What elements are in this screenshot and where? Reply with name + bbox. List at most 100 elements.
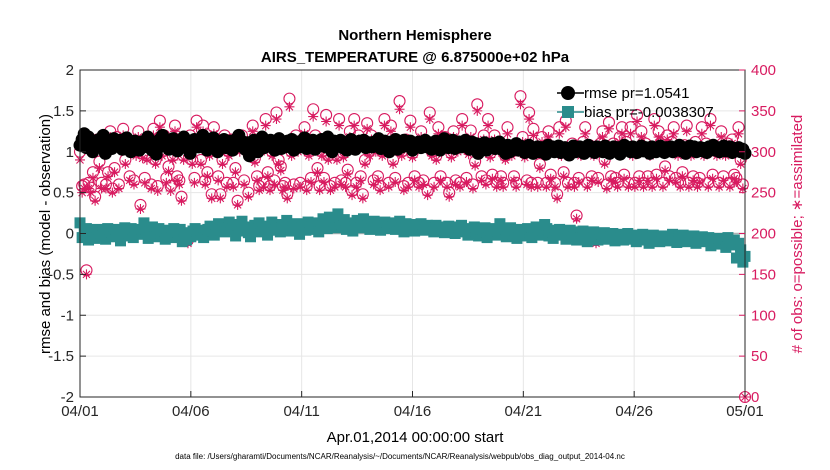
assimilated-obs-point bbox=[634, 175, 645, 186]
assimilated-obs-point bbox=[662, 134, 673, 145]
assimilated-obs-point bbox=[472, 105, 483, 116]
assimilated-obs-point bbox=[616, 128, 627, 139]
chart-subtitle: AIRS_TEMPERATURE @ 6.875000e+02 hPa bbox=[261, 49, 570, 66]
bias-point bbox=[317, 213, 329, 225]
bias-point bbox=[114, 235, 126, 247]
chart-title: Northern Hemisphere bbox=[338, 27, 491, 44]
assimilated-obs-point bbox=[375, 185, 386, 196]
assimilated-obs-point bbox=[318, 176, 329, 187]
y-tick-label-left: 2 bbox=[66, 62, 74, 79]
bias-point bbox=[526, 232, 538, 244]
assimilated-obs-point bbox=[271, 114, 282, 125]
y-tick-label-left: -2 bbox=[61, 389, 74, 406]
assimilated-obs-point bbox=[206, 193, 217, 204]
assimilated-obs-point bbox=[632, 116, 643, 127]
assimilated-obs-point bbox=[573, 176, 584, 187]
x-tick-label: 04/11 bbox=[283, 403, 319, 420]
assimilated-obs-point bbox=[275, 165, 286, 176]
assimilated-obs-point bbox=[653, 132, 664, 143]
assimilated-obs-point bbox=[383, 181, 394, 192]
bias-point bbox=[332, 208, 344, 220]
assimilated-obs-point bbox=[172, 175, 183, 186]
bias-point bbox=[240, 221, 252, 233]
assimilated-obs-point bbox=[586, 175, 597, 186]
assimilated-obs-point bbox=[331, 154, 342, 165]
assimilated-obs-point bbox=[372, 175, 383, 186]
assimilated-obs-point bbox=[455, 181, 465, 192]
assimilated-obs-point bbox=[433, 128, 444, 139]
x-tick-label: 04/01 bbox=[61, 403, 99, 420]
assimilated-obs-point bbox=[195, 159, 206, 170]
legend-bias-label: bias pr=-0.0038307 bbox=[584, 104, 714, 121]
assimilated-obs-point bbox=[696, 128, 707, 139]
assimilated-obs-point bbox=[368, 179, 379, 190]
assimilated-obs-point bbox=[217, 159, 228, 170]
assimilated-obs-point bbox=[424, 114, 435, 125]
assimilated-obs-point bbox=[638, 181, 649, 192]
y-tick-label-right: 300 bbox=[751, 144, 776, 161]
bias-point bbox=[281, 214, 293, 226]
y-tick-label-right: 250 bbox=[751, 185, 776, 202]
assimilated-obs-point bbox=[232, 199, 243, 210]
assimilated-obs-point bbox=[377, 150, 388, 161]
assimilated-obs-point bbox=[87, 172, 98, 183]
y-tick-label-left: 1.5 bbox=[53, 103, 74, 120]
assimilated-obs-point bbox=[599, 159, 610, 170]
assimilated-obs-point bbox=[461, 176, 472, 187]
bias-point bbox=[159, 233, 171, 245]
assimilated-obs-point bbox=[467, 183, 478, 194]
assimilated-obs-point bbox=[90, 195, 101, 206]
assimilated-obs-point bbox=[483, 120, 494, 131]
assimilated-obs-point bbox=[651, 173, 662, 184]
assimilated-obs-point bbox=[247, 126, 258, 137]
bias-point bbox=[142, 232, 154, 244]
assimilated-obs-point bbox=[260, 120, 271, 131]
assimilated-obs-point bbox=[223, 150, 234, 161]
assimilated-obs-point bbox=[340, 181, 351, 192]
x-axis-label: Apr.01,2014 00:00:00 start bbox=[327, 429, 505, 446]
bias-point bbox=[347, 225, 359, 237]
assimilated-obs-point bbox=[165, 185, 176, 196]
bias-point bbox=[185, 231, 197, 243]
legend-bias-marker bbox=[562, 106, 574, 118]
assimilated-obs-point bbox=[446, 152, 457, 163]
assimilated-obs-point bbox=[131, 150, 142, 161]
assimilated-obs-point bbox=[409, 175, 420, 186]
y-tick-label-left: 1 bbox=[66, 144, 74, 161]
assimilated-obs-point bbox=[562, 181, 573, 192]
assimilated-obs-point bbox=[394, 104, 405, 115]
assimilated-obs-point bbox=[664, 175, 675, 186]
assimilated-obs-point bbox=[703, 181, 714, 192]
assimilated-obs-point bbox=[230, 167, 241, 178]
bias-point bbox=[127, 232, 139, 244]
assimilated-obs-point bbox=[273, 159, 284, 170]
assimilated-obs-point bbox=[388, 159, 399, 170]
assimilated-obs-point bbox=[554, 128, 565, 139]
assimilated-obs-point bbox=[688, 175, 699, 186]
assimilated-obs-point bbox=[178, 154, 189, 165]
assimilated-obs-point bbox=[619, 173, 630, 184]
assimilated-obs-point bbox=[100, 183, 111, 194]
assimilated-obs-point bbox=[612, 181, 623, 192]
assimilated-obs-point bbox=[163, 166, 174, 177]
y-tick-label-left: -1 bbox=[61, 307, 74, 324]
x-tick-label: 04/16 bbox=[394, 403, 432, 420]
assimilated-obs-point bbox=[137, 153, 148, 164]
assimilated-obs-point bbox=[705, 120, 716, 131]
assimilated-obs-point bbox=[623, 181, 634, 192]
bias-point bbox=[138, 217, 150, 229]
assimilated-obs-point bbox=[360, 159, 370, 170]
assimilated-obs-point bbox=[610, 176, 621, 187]
assimilated-obs-point bbox=[593, 176, 604, 187]
assimilated-obs-point bbox=[280, 181, 291, 192]
assimilated-obs-point bbox=[500, 154, 511, 165]
bias-point bbox=[198, 232, 210, 244]
bias-point bbox=[236, 215, 248, 227]
bias-point bbox=[294, 228, 306, 240]
assimilated-obs-point bbox=[141, 154, 152, 165]
assimilated-obs-point bbox=[357, 193, 368, 204]
assimilated-obs-point bbox=[265, 185, 275, 196]
assimilated-obs-point bbox=[681, 126, 692, 137]
assimilated-obs-point bbox=[288, 183, 299, 194]
